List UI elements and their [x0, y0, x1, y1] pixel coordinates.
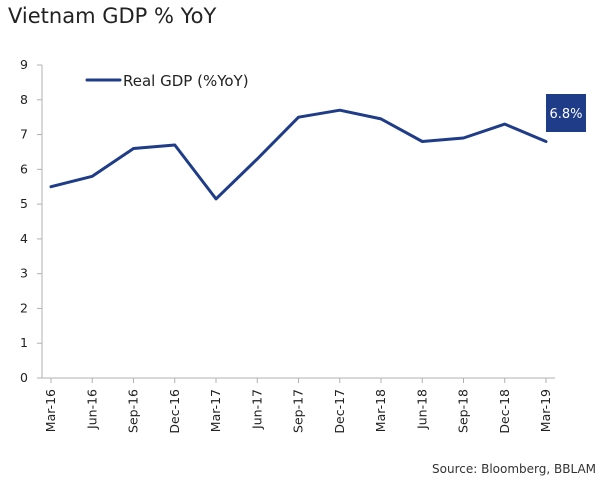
series-line: [49, 108, 548, 201]
x-tick-label: Jun-17: [249, 389, 264, 430]
y-tick-label: 1: [20, 335, 28, 350]
chart-source: Source: Bloomberg, BBLAM: [432, 462, 596, 476]
y-axis-ticks: 0 1 2 3 4 5 6 7 8 9: [20, 57, 42, 385]
callout-label: 6.8%: [549, 107, 582, 122]
callout-box: [546, 94, 586, 132]
x-tick-label: Sep-18: [456, 389, 471, 433]
y-tick-label: 7: [20, 127, 28, 142]
y-tick-label: 0: [20, 370, 28, 385]
x-tick-label: Mar-16: [43, 389, 58, 432]
y-tick-label: 6: [20, 161, 28, 176]
x-tick-label: Mar-19: [538, 389, 553, 432]
x-tick-label: Dec-17: [332, 389, 347, 434]
series-group: [49, 108, 548, 201]
y-tick-label: 9: [20, 57, 28, 72]
x-tick-label: Dec-16: [167, 389, 182, 434]
x-tick-label: Mar-17: [208, 389, 223, 432]
x-tick-label: Mar-18: [373, 389, 388, 432]
y-tick-label: 3: [20, 266, 28, 281]
y-tick-label: 2: [20, 300, 28, 315]
x-tick-label: Sep-17: [291, 389, 306, 433]
legend-label: Real GDP (%YoY): [123, 72, 249, 90]
y-tick-label: 4: [20, 231, 28, 246]
y-tick-label: 5: [20, 196, 28, 211]
legend: Real GDP (%YoY): [85, 72, 249, 90]
x-tick-label: Jun-16: [84, 389, 99, 430]
chart-axes: [41, 65, 555, 379]
chart-title: Vietnam GDP % YoY: [8, 4, 217, 28]
x-tick-label: Sep-16: [126, 389, 141, 433]
x-axis-ticks: Mar-16 Jun-16 Sep-16 Dec-16 Mar-17 Jun-17 Sep-…: [43, 378, 553, 434]
y-tick-label: 8: [20, 92, 28, 107]
x-tick-label: Dec-18: [497, 389, 512, 434]
value-callout: 6.8%: [546, 94, 586, 132]
x-tick-label: Jun-18: [414, 389, 429, 430]
